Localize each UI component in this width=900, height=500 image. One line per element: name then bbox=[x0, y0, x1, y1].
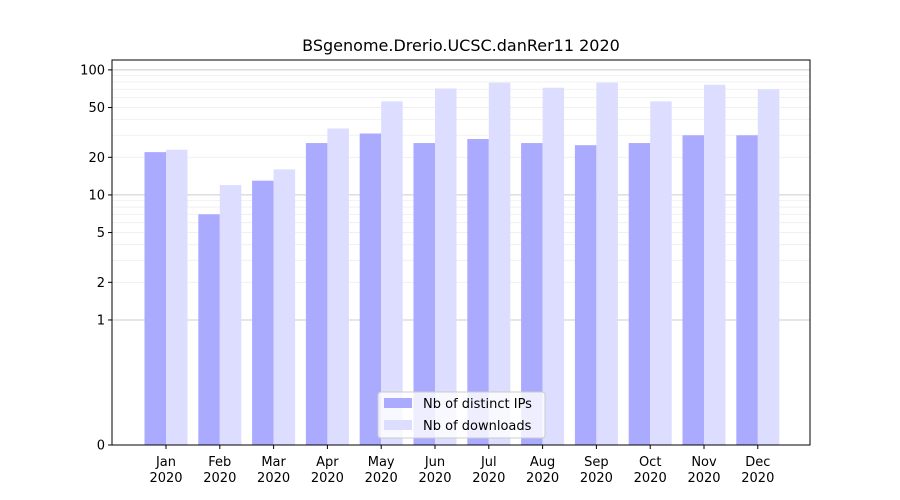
x-tick-label: Jan 2020 bbox=[149, 455, 182, 486]
bar-downloads bbox=[596, 82, 618, 445]
bar-distinct-ips bbox=[521, 143, 543, 445]
bar-downloads bbox=[704, 84, 726, 445]
bar-distinct-ips bbox=[736, 135, 758, 445]
x-tick-label: Apr 2020 bbox=[311, 455, 344, 486]
x-tick-label: Dec 2020 bbox=[741, 455, 774, 486]
x-tick-label: Jun 2020 bbox=[418, 455, 451, 486]
bar-distinct-ips bbox=[628, 143, 651, 445]
plot-frame bbox=[111, 59, 811, 446]
bar-downloads bbox=[542, 87, 565, 445]
x-tick-label: May 2020 bbox=[365, 455, 398, 486]
bars bbox=[144, 82, 780, 446]
bar-downloads bbox=[327, 128, 349, 445]
bar-distinct-ips bbox=[305, 143, 328, 445]
legend: Nb of distinct IPs Nb of downloads bbox=[377, 391, 546, 439]
x-tick-label: Oct 2020 bbox=[634, 455, 667, 486]
legend-box bbox=[377, 391, 546, 439]
legend-label-downloads: Nb of downloads bbox=[423, 419, 532, 434]
y-tick-label: 100 bbox=[80, 63, 105, 78]
bar-distinct-ips bbox=[359, 133, 382, 445]
bar-downloads bbox=[166, 149, 188, 446]
x-tick-label: Aug 2020 bbox=[526, 455, 559, 486]
x-axis: Jan 2020 Feb 2020 Mar 2020 Apr 2020 May 2020 Jun 20… bbox=[149, 445, 774, 486]
bar-distinct-ips bbox=[467, 139, 489, 445]
bar-downloads bbox=[650, 101, 672, 445]
y-tick-label: 10 bbox=[88, 188, 105, 203]
bar-downloads bbox=[757, 89, 780, 445]
bar-downloads bbox=[219, 185, 242, 445]
y-tick-label: 5 bbox=[97, 226, 105, 241]
y-tick-label: 0 bbox=[97, 439, 105, 454]
bar-distinct-ips bbox=[413, 143, 435, 445]
y-tick-label: 2 bbox=[97, 276, 105, 291]
bar-distinct-ips bbox=[144, 152, 166, 445]
legend-label-distinct-ips: Nb of distinct IPs bbox=[423, 397, 532, 412]
x-tick-label: Sep 2020 bbox=[580, 455, 613, 486]
legend-swatch-downloads bbox=[384, 420, 412, 430]
legend-swatch-distinct-ips bbox=[384, 398, 412, 408]
y-tick-label: 1 bbox=[97, 313, 105, 328]
x-tick-label: Jul 2020 bbox=[472, 455, 505, 486]
bar-distinct-ips bbox=[682, 135, 704, 445]
x-tick-label: Mar 2020 bbox=[257, 455, 290, 486]
y-tick-label: 20 bbox=[88, 151, 105, 166]
bar-distinct-ips bbox=[198, 214, 220, 445]
y-axis: 0 1 2 5 10 20 50 100 bbox=[80, 63, 112, 454]
x-tick-label: Feb 2020 bbox=[203, 455, 236, 486]
x-tick-label: Nov 2020 bbox=[687, 455, 720, 486]
bar-distinct-ips bbox=[252, 180, 274, 445]
bar-downloads bbox=[381, 101, 403, 445]
bar-downloads bbox=[488, 82, 511, 445]
chart-title: BSgenome.Drerio.UCSC.danRer11 2020 bbox=[302, 36, 620, 55]
bar-downloads bbox=[273, 169, 296, 445]
y-tick-label: 50 bbox=[88, 101, 105, 116]
bar-distinct-ips bbox=[574, 145, 597, 445]
bar-downloads bbox=[435, 88, 457, 446]
